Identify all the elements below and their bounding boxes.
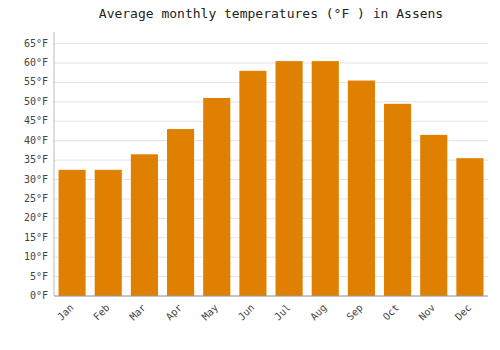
y-tick-label: 0°F <box>30 290 48 301</box>
chart-svg: 0°F 5°F 10°F 15°F 20°F 25°F 30°F 35°F 40°F 45°F 50… <box>0 0 500 350</box>
grid-line <box>54 296 488 297</box>
x-tick-label: Oct <box>381 302 402 323</box>
bar <box>131 154 158 296</box>
y-axis: 0°F 5°F 10°F 15°F 20°F 25°F 30°F 35°F 40°F 45°F 50… <box>24 32 54 301</box>
grid-line <box>54 82 488 83</box>
y-tick-label: 60°F <box>24 57 48 68</box>
x-tick-label: Nov <box>417 302 438 323</box>
x-axis: Jan Feb Mar Apr May Jun Jul Aug Sep Oct Nov Dec <box>54 296 488 322</box>
bar <box>239 71 266 296</box>
y-tick-label: 15°F <box>24 232 48 243</box>
x-tick-label: Feb <box>91 302 112 323</box>
x-axis-line <box>54 296 488 297</box>
bar <box>59 170 86 296</box>
grid-line <box>54 101 488 102</box>
x-tick-label: Dec <box>453 302 474 323</box>
bar <box>420 135 447 296</box>
y-tick-label: 5°F <box>30 271 48 282</box>
y-axis-line <box>54 32 55 296</box>
grid-line <box>54 63 488 64</box>
bar <box>312 61 339 296</box>
bar <box>456 158 483 296</box>
y-tick-label: 65°F <box>24 38 48 49</box>
x-tick-label: Aug <box>308 302 329 323</box>
y-tick-label: 30°F <box>24 174 48 185</box>
bar <box>276 61 303 296</box>
y-tick-label: 35°F <box>24 154 48 165</box>
x-tick-label: Jun <box>236 302 257 323</box>
x-tick-label: Jul <box>272 302 293 323</box>
x-tick-label: Mar <box>127 302 148 323</box>
y-tick-label: 55°F <box>24 76 48 87</box>
x-tick-label: Jan <box>55 302 76 323</box>
bar <box>95 170 122 296</box>
x-tick-label: May <box>200 302 221 323</box>
chart-container: 0°F 5°F 10°F 15°F 20°F 25°F 30°F 35°F 40°F 45°F 50… <box>0 0 500 350</box>
y-tick-label: 20°F <box>24 212 48 223</box>
y-tick-label: 10°F <box>24 251 48 262</box>
grid-line <box>54 43 488 44</box>
bar <box>384 104 411 296</box>
bar <box>167 129 194 296</box>
y-tick-label: 40°F <box>24 135 48 146</box>
bar <box>203 98 230 296</box>
y-tick-label: 45°F <box>24 115 48 126</box>
x-tick-label: Apr <box>164 302 185 323</box>
chart-title: Average monthly temperatures (°F ) in As… <box>99 6 443 21</box>
grid-line <box>54 121 488 122</box>
grid <box>54 44 488 296</box>
x-tick-label: Sep <box>344 302 365 323</box>
y-tick-label: 50°F <box>24 96 48 107</box>
bar <box>348 81 375 296</box>
y-tick-label: 25°F <box>24 193 48 204</box>
bars <box>59 61 484 296</box>
